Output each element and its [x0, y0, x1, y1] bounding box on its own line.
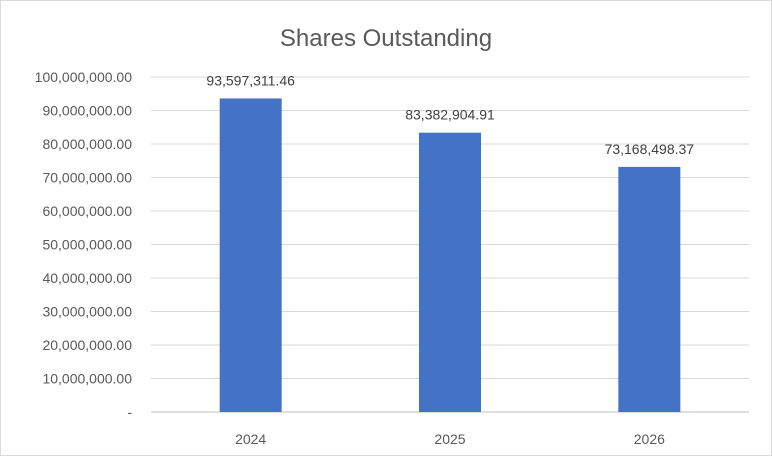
data-labels: 93,597,311.46 83,382,904.91 73,168,498.37 [206, 72, 694, 156]
y-tick-label: 50,000,000.00 [42, 237, 132, 253]
data-label-2024: 93,597,311.46 [206, 72, 295, 88]
x-tick-label-2025: 2025 [434, 431, 465, 447]
x-axis-tick-labels: 2024 2025 2026 [235, 431, 665, 447]
y-tick-label: 20,000,000.00 [42, 337, 132, 353]
y-tick-label: 40,000,000.00 [42, 270, 132, 286]
y-tick-label: 80,000,000.00 [42, 136, 132, 152]
bar-2026 [618, 166, 681, 412]
y-tick-label: - [127, 404, 132, 420]
y-tick-label: 30,000,000.00 [42, 304, 132, 320]
x-tick-label-2024: 2024 [235, 431, 266, 447]
y-tick-label: 100,000,000.00 [35, 69, 133, 85]
data-label-2025: 83,382,904.91 [405, 107, 495, 123]
bar-2025 [419, 132, 481, 412]
bars [219, 98, 681, 412]
chart-title: Shares Outstanding [280, 25, 492, 52]
y-tick-label: 90,000,000.00 [42, 103, 132, 119]
y-axis-tick-labels: - 10,000,000.00 20,000,000.00 30,000,000.00… [35, 69, 133, 420]
y-tick-label: 70,000,000.00 [42, 170, 132, 186]
y-tick-label: 10,000,000.00 [42, 371, 132, 387]
x-tick-label-2026: 2026 [634, 431, 665, 447]
y-tick-label: 60,000,000.00 [42, 203, 132, 219]
bar-2024 [219, 98, 282, 412]
data-label-2026: 73,168,498.37 [605, 141, 695, 157]
